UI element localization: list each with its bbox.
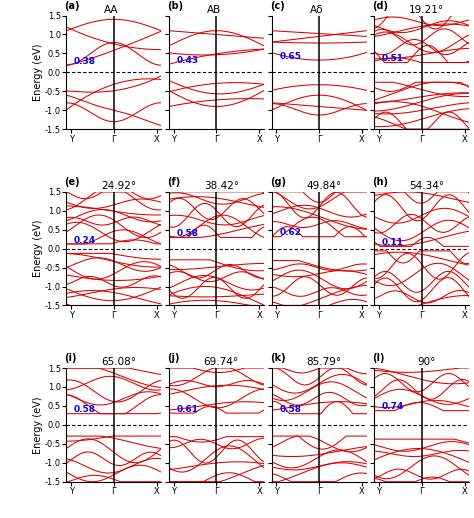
Title: 38.42°: 38.42°	[204, 181, 239, 191]
Text: Aδ: Aδ	[310, 5, 324, 15]
Title: 85.79°: 85.79°	[306, 357, 341, 367]
Text: (d): (d)	[373, 1, 388, 11]
Text: (h): (h)	[373, 177, 388, 187]
Text: (b): (b)	[167, 1, 183, 11]
Text: 0.65: 0.65	[279, 52, 301, 61]
Y-axis label: Energy (eV): Energy (eV)	[33, 396, 43, 454]
Text: (j): (j)	[167, 353, 180, 364]
Text: 0.61: 0.61	[177, 405, 199, 414]
Title: 19.21°: 19.21°	[409, 5, 444, 15]
Text: (a): (a)	[64, 1, 80, 11]
Text: (f): (f)	[167, 177, 180, 187]
Text: (e): (e)	[64, 177, 80, 187]
Text: 0.58: 0.58	[74, 406, 96, 414]
Title: 69.74°: 69.74°	[204, 357, 239, 367]
Text: 0.62: 0.62	[279, 228, 301, 237]
Text: 0.24: 0.24	[74, 236, 96, 244]
Title: 24.92°: 24.92°	[101, 181, 136, 191]
Text: 0.51: 0.51	[382, 54, 404, 63]
Text: 0.11: 0.11	[382, 238, 404, 247]
Text: 0.38: 0.38	[74, 56, 96, 66]
Text: 0.74: 0.74	[382, 402, 404, 411]
Title: 49.84°: 49.84°	[306, 181, 341, 191]
Text: (c): (c)	[270, 1, 284, 11]
Text: 0.43: 0.43	[177, 56, 199, 65]
Title: 54.34°: 54.34°	[409, 181, 444, 191]
Text: (g): (g)	[270, 177, 286, 187]
Y-axis label: Energy (eV): Energy (eV)	[33, 44, 43, 101]
Text: (k): (k)	[270, 353, 285, 364]
Text: (l): (l)	[373, 353, 385, 364]
Text: AA: AA	[104, 5, 118, 15]
Y-axis label: Energy (eV): Energy (eV)	[33, 220, 43, 278]
Text: (i): (i)	[64, 353, 77, 364]
Text: 0.58: 0.58	[177, 229, 199, 238]
Title: 90°: 90°	[417, 357, 436, 367]
Text: 0.58: 0.58	[279, 406, 301, 414]
Text: AB: AB	[207, 5, 221, 15]
Title: 65.08°: 65.08°	[101, 357, 136, 367]
